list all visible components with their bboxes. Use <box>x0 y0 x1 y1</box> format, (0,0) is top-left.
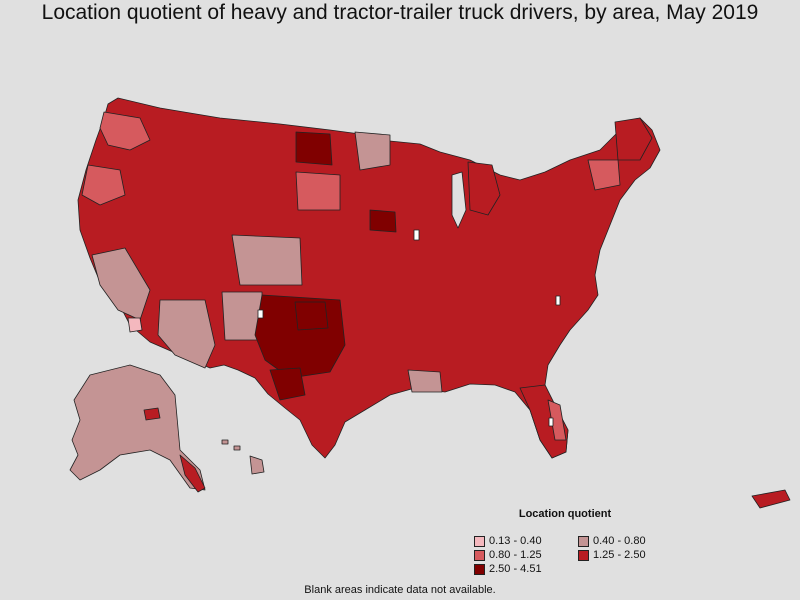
legend-swatch-2 <box>578 535 589 547</box>
alaska-anchorage[interactable] <box>143 407 161 421</box>
region-colorado[interactable] <box>231 234 303 286</box>
region-imperial[interactable] <box>127 317 143 333</box>
legend-label-5: 2.50 - 4.51 <box>489 563 542 575</box>
region-washington-west[interactable] <box>99 111 151 151</box>
region-texas-pecos[interactable] <box>269 367 306 401</box>
legend-swatch-1 <box>474 535 485 547</box>
region-minnesota-north[interactable] <box>354 131 391 171</box>
region-oregon-coast[interactable] <box>81 164 126 206</box>
legend-item-1: 0.13 - 0.40 <box>474 534 542 548</box>
puerto-rico-region[interactable] <box>751 489 791 509</box>
region-north-dakota[interactable] <box>295 131 333 166</box>
region-florida-east[interactable] <box>547 399 567 441</box>
region-maine[interactable] <box>614 117 653 161</box>
legend-label-2: 0.40 - 0.80 <box>593 535 646 547</box>
legend-label-3: 0.80 - 1.25 <box>489 549 542 561</box>
region-michigan[interactable] <box>467 161 501 216</box>
legend-swatch-5 <box>474 563 485 575</box>
region-oklahoma-ne[interactable] <box>294 301 329 331</box>
region-new-england[interactable] <box>587 159 621 191</box>
legend-title: Location quotient <box>518 508 612 520</box>
legend-swatch-4 <box>578 549 589 561</box>
lake-michigan <box>451 171 467 229</box>
map-regions <box>69 97 791 509</box>
region-nodata-nc <box>555 295 561 306</box>
hawaii-region[interactable] <box>249 455 265 475</box>
region-south-dakota-east[interactable] <box>295 171 341 211</box>
region-iowa[interactable] <box>369 209 397 233</box>
region-arizona[interactable] <box>157 299 216 369</box>
legend-label-4: 1.25 - 2.50 <box>593 549 646 561</box>
legend-label-1: 0.13 - 0.40 <box>489 535 542 547</box>
alaska-southeast[interactable] <box>179 454 206 493</box>
legend-item-4: 1.25 - 2.50 <box>578 548 646 562</box>
map-title: Location quotient of heavy and tractor-t… <box>41 1 759 24</box>
region-orlando-no-data <box>548 417 554 427</box>
legend-item-3: 0.80 - 1.25 <box>474 548 542 562</box>
legend-item-2: 0.40 - 0.80 <box>578 534 646 548</box>
map-legend: Location quotient 0.13 - 0.40 0.40 - 0.8… <box>470 508 670 575</box>
footnote: Blank areas indicate data not available. <box>304 584 496 596</box>
legend-swatch-3 <box>474 549 485 561</box>
legend-item-5: 2.50 - 4.51 <box>474 562 542 576</box>
hawaii-islands[interactable] <box>221 439 241 451</box>
alaska-region[interactable] <box>69 364 206 491</box>
region-nodata-illinois <box>413 229 420 241</box>
region-nodata-nm <box>257 309 264 319</box>
region-louisiana-south[interactable] <box>407 369 443 393</box>
